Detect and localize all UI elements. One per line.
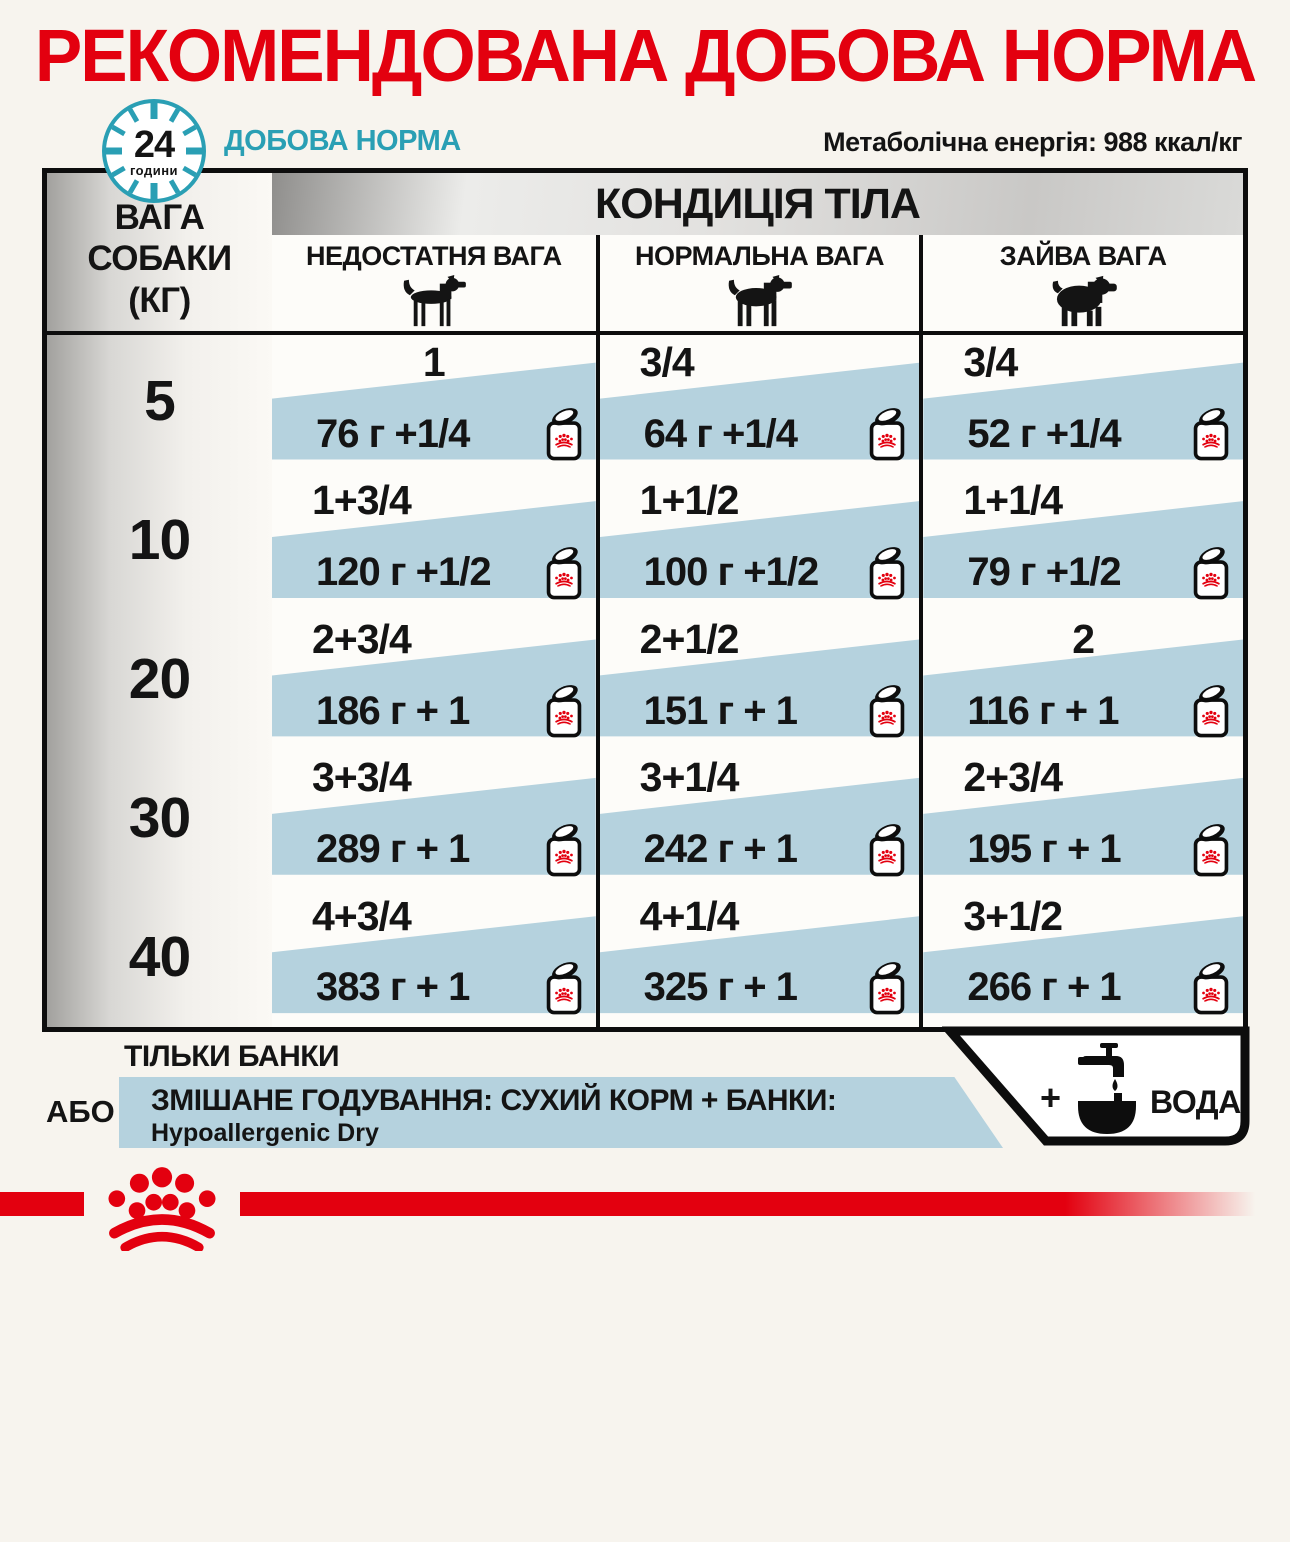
can-icon <box>867 544 907 602</box>
feeding-table: ВАГА СОБАКИ (КГ) 5 10 20 30 40 КОНДИЦІЯ … <box>42 168 1248 1032</box>
dog-underweight-icon <box>397 274 471 330</box>
can-icon <box>1191 682 1231 740</box>
column-underweight: НЕДОСТАТНЯ ВАГА <box>272 235 596 331</box>
dog-weight-column: ВАГА СОБАКИ (КГ) 5 10 20 30 40 <box>47 173 272 1027</box>
ration-cell-5kg-normal: 3/4 64 г +1/4 <box>595 335 920 474</box>
weight-20kg: 20 <box>128 647 191 711</box>
mixed-feeding-band: ЗМІШАНЕ ГОДУВАННЯ: СУХИЙ КОРМ + БАНКИ: H… <box>119 1077 1003 1148</box>
ration-cell-30kg-underweight: 3+3/4 289 г + 1 <box>272 750 596 889</box>
ration-cell-30kg-normal: 3+1/4 242 г + 1 <box>595 750 920 889</box>
ration-cell-40kg-underweight: 4+3/4 383 г + 1 <box>272 888 596 1027</box>
ration-cell-5kg-underweight: 1 76 г +1/4 <box>272 335 596 474</box>
ration-cell-20kg-underweight: 2+3/4 186 г + 1 <box>272 611 596 751</box>
plus-sign: + <box>1040 1077 1062 1118</box>
body-condition-header: КОНДИЦІЯ ТІЛА <box>272 173 1243 235</box>
ration-grid: 1 76 г +1/4 3/4 64 г +1/4 3/4 52 г +1/4 <box>272 335 1243 1027</box>
dog-weight-header: ВАГА СОБАКИ (КГ) <box>87 198 232 320</box>
weight-40kg: 40 <box>128 925 191 990</box>
column-overweight: ЗАЙВА ВАГА <box>919 235 1243 331</box>
can-icon <box>544 959 584 1017</box>
can-icon <box>544 405 584 463</box>
can-icon <box>867 959 907 1017</box>
ration-cell-10kg-underweight: 1+3/4 120 г +1/2 <box>272 473 596 612</box>
can-icon <box>867 405 907 463</box>
weight-10kg: 10 <box>128 507 191 572</box>
condition-subheader-row: НЕДОСТАТНЯ ВАГА НОРМАЛЬНА ВАГА ЗАЙВА ВАГ… <box>272 235 1243 331</box>
dog-overweight-icon <box>1046 274 1120 330</box>
can-icon <box>544 821 584 879</box>
can-icon <box>544 682 584 740</box>
can-icon <box>1191 405 1231 463</box>
ration-cell-40kg-overweight: 3+1/2 266 г + 1 <box>919 888 1243 1027</box>
dog-normal-icon <box>722 274 796 330</box>
can-icon <box>1191 959 1231 1017</box>
ration-cell-20kg-normal: 2+1/2 151 г + 1 <box>595 611 920 751</box>
clock-24h-icon: 24 години <box>99 96 209 206</box>
or-label: АБО <box>46 1094 115 1129</box>
brand-crown-patch <box>84 1155 240 1259</box>
mixed-feeding-label: ЗМІШАНЕ ГОДУВАННЯ: СУХИЙ КОРМ + БАНКИ: <box>151 1084 837 1117</box>
dry-product-name: Hypoallergenic Dry <box>151 1119 379 1147</box>
water-tap-icon <box>1072 1042 1142 1140</box>
ration-cell-5kg-overweight: 3/4 52 г +1/4 <box>919 335 1243 474</box>
can-icon <box>867 682 907 740</box>
ration-cell-10kg-normal: 1+1/2 100 г +1/2 <box>595 473 920 612</box>
can-icon <box>544 544 584 602</box>
page-title: РЕКОМЕНДОВАНА ДОБОВА НОРМА <box>34 15 1257 98</box>
royal-canin-crown-logo <box>96 1163 228 1251</box>
ration-cell-30kg-overweight: 2+3/4 195 г + 1 <box>919 750 1243 889</box>
ration-cell-10kg-overweight: 1+1/4 79 г +1/2 <box>919 473 1243 612</box>
weight-30kg: 30 <box>128 786 191 851</box>
clock-hours: 24 <box>133 124 175 167</box>
cans-only-label: ТІЛЬКИ БАНКИ <box>124 1040 340 1073</box>
can-icon <box>1191 821 1231 879</box>
water-badge <box>942 1026 1250 1146</box>
water-label: ВОДА <box>1150 1084 1241 1120</box>
weight-5kg: 5 <box>144 368 176 433</box>
clock-unit: години <box>129 162 179 178</box>
column-normal-weight: НОРМАЛЬНА ВАГА <box>595 235 920 331</box>
ration-cell-20kg-overweight: 2 116 г + 1 <box>919 611 1243 751</box>
can-icon <box>867 821 907 879</box>
ration-cell-40kg-normal: 4+1/4 325 г + 1 <box>595 888 920 1027</box>
subheader-divider <box>47 331 1243 335</box>
daily-ration-label: ДОБОВА НОРМА <box>224 125 461 157</box>
metabolic-energy-note: Метаболічна енергія: 988 ккал/кг <box>823 127 1242 157</box>
can-icon <box>1191 544 1231 602</box>
